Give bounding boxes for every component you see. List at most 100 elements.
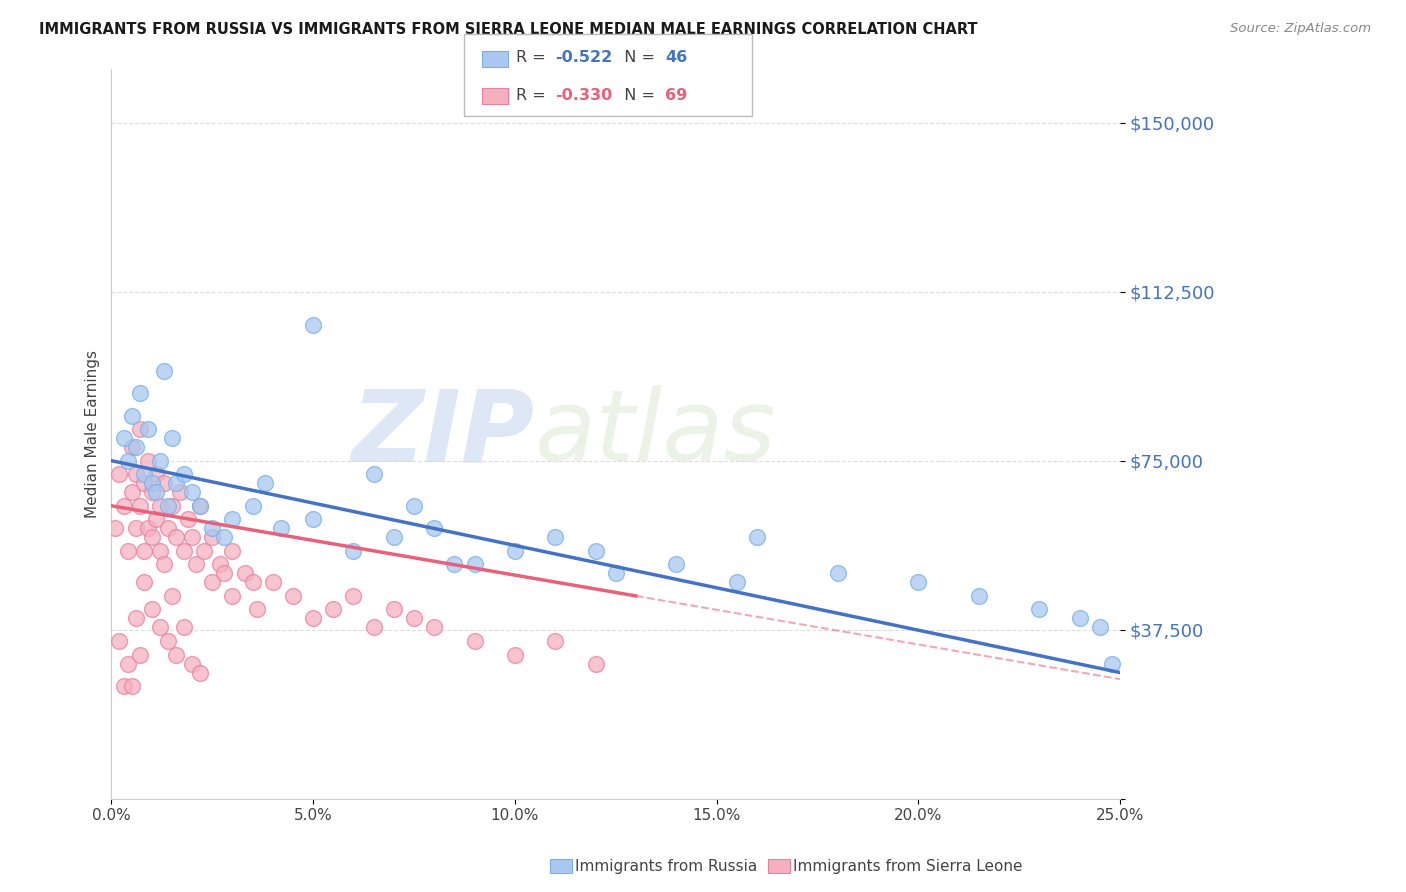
Point [188,499,211,513]
Text: Immigrants from Sierra Leone: Immigrants from Sierra Leone [793,859,1022,873]
Point [302,512,325,526]
Point [193,544,215,558]
Point [128,499,150,513]
Point [188,499,211,513]
Point [463,558,485,572]
Point [423,620,446,634]
Point [302,611,325,625]
Point [121,440,143,454]
Point [108,467,131,482]
Point [112,499,135,513]
Text: 69: 69 [665,88,688,103]
Point [141,485,163,500]
Point [907,575,929,590]
Text: N =: N = [614,88,661,103]
Text: Source: ZipAtlas.com: Source: ZipAtlas.com [1230,22,1371,36]
Point [463,634,485,648]
Point [169,485,191,500]
Point [503,544,526,558]
Point [1069,611,1091,625]
Point [156,499,179,513]
Point [585,544,607,558]
Point [233,566,256,581]
Point [136,422,159,436]
Point [128,422,150,436]
Point [544,634,567,648]
Point [145,512,167,526]
Point [262,575,284,590]
Point [322,602,344,616]
Point [725,575,748,590]
Point [402,499,425,513]
Point [181,530,204,544]
Point [173,467,195,482]
Point [128,386,150,401]
Point [124,467,146,482]
Y-axis label: Median Male Earnings: Median Male Earnings [86,350,100,517]
Text: IMMIGRANTS FROM RUSSIA VS IMMIGRANTS FROM SIERRA LEONE MEDIAN MALE EARNINGS CORR: IMMIGRANTS FROM RUSSIA VS IMMIGRANTS FRO… [39,22,979,37]
Point [136,521,159,535]
Point [153,558,176,572]
Point [132,467,155,482]
Point [141,476,163,491]
Point [181,485,204,500]
Point [112,431,135,445]
Point [181,657,204,671]
Point [281,589,304,603]
Point [128,648,150,662]
Point [402,611,425,625]
Point [173,620,195,634]
Point [242,499,264,513]
Point [209,558,232,572]
Point [141,530,163,544]
Point [149,544,172,558]
Point [165,476,187,491]
Text: R =: R = [516,51,551,65]
Point [160,499,183,513]
Point [112,679,135,693]
Point [156,521,179,535]
Text: ZIP: ZIP [352,385,536,483]
Point [149,453,172,467]
Text: -0.522: -0.522 [555,51,613,65]
Point [188,665,211,680]
Point [503,648,526,662]
Point [221,544,243,558]
Point [160,589,183,603]
Point [173,544,195,558]
Point [246,602,269,616]
Point [342,544,364,558]
Point [117,657,139,671]
Point [121,409,143,423]
Point [201,530,224,544]
Point [104,521,127,535]
Point [270,521,292,535]
Point [1101,657,1123,671]
Point [132,476,155,491]
Point [214,530,236,544]
Point [544,530,567,544]
Point [121,679,143,693]
Point [253,476,276,491]
Point [443,558,465,572]
Point [1028,602,1050,616]
Point [117,453,139,467]
Text: atlas: atlas [536,385,776,483]
Point [121,485,143,500]
Point [221,512,243,526]
Point [665,558,688,572]
Point [423,521,446,535]
Point [145,485,167,500]
Point [132,544,155,558]
Point [153,476,176,491]
Text: N =: N = [614,51,661,65]
Point [242,575,264,590]
Point [156,634,179,648]
Point [165,530,187,544]
Point [124,440,146,454]
Point [145,467,167,482]
Point [201,521,224,535]
Point [342,589,364,603]
Point [382,602,405,616]
Point [967,589,990,603]
